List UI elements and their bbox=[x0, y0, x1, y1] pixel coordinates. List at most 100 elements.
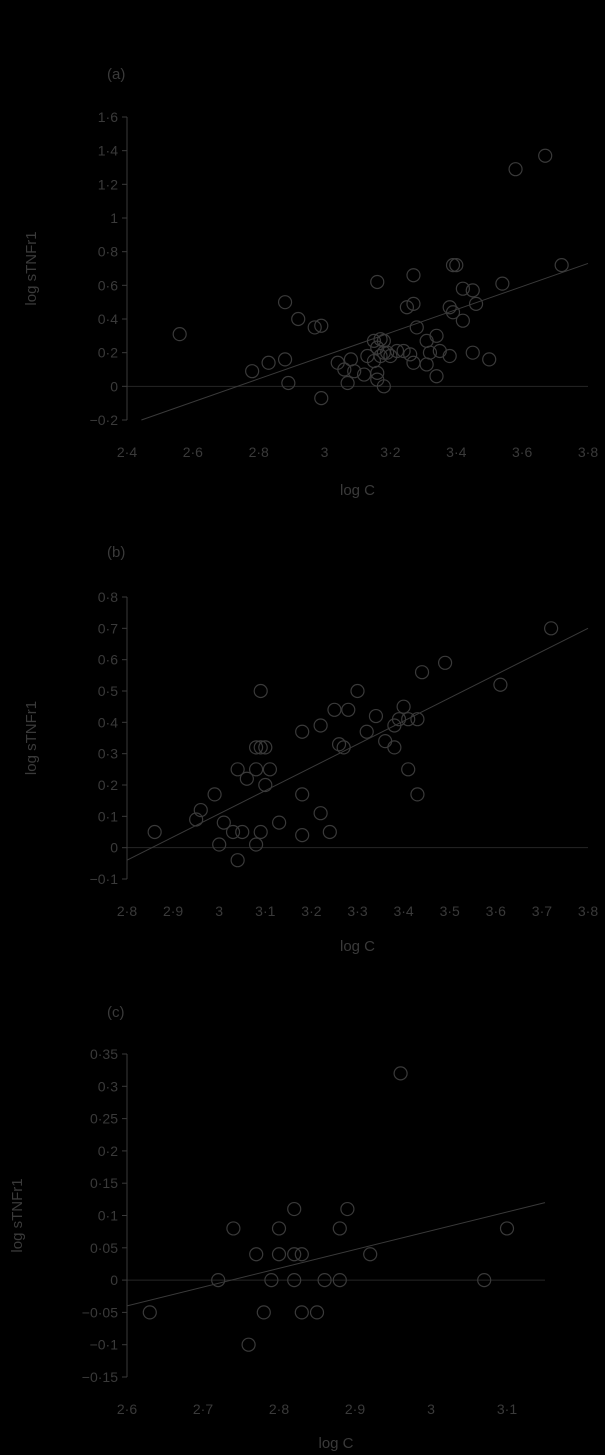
data-point bbox=[262, 762, 278, 777]
y-tick-label: 0 bbox=[110, 1272, 118, 1288]
x-tick-label: 2·9 bbox=[345, 1401, 365, 1417]
data-point bbox=[437, 655, 453, 670]
data-point bbox=[449, 258, 464, 273]
data-point bbox=[336, 740, 351, 755]
data-point bbox=[295, 724, 310, 739]
panel-label: (a) bbox=[107, 66, 125, 83]
data-point bbox=[241, 1337, 256, 1352]
scatter-panel-0: (a) −0·2 0 0·2 0·4 0·6 0·8 1 1·2 1·4 1·6 2·4 2·6 2·8 3… bbox=[23, 66, 598, 499]
y-tick-label: −0·1 bbox=[90, 871, 119, 887]
scatter-panel-2: (c) −0·15 −0·1 −0·05 0 0·05 0·1 0·15 0·2 0·25 0·3 0… bbox=[9, 1004, 546, 1452]
data-point bbox=[271, 1221, 287, 1236]
x-tick-label: 3·6 bbox=[486, 903, 506, 919]
y-axis-title: log sTNFr1 bbox=[23, 231, 40, 305]
regression-line bbox=[126, 627, 589, 861]
data-point bbox=[389, 343, 405, 359]
data-point bbox=[554, 258, 569, 273]
data-point bbox=[313, 806, 328, 821]
y-tick-label: 0·2 bbox=[98, 345, 118, 361]
data-point bbox=[508, 162, 523, 177]
data-point bbox=[403, 347, 418, 362]
data-point bbox=[226, 1221, 241, 1236]
data-point bbox=[272, 815, 287, 830]
data-point bbox=[380, 345, 395, 360]
y-tick-label: 0·8 bbox=[98, 244, 118, 260]
data-point bbox=[337, 362, 352, 377]
y-tick-label: 0·5 bbox=[98, 683, 118, 699]
x-tick-label: 3·1 bbox=[497, 1401, 517, 1417]
data-point bbox=[307, 320, 322, 335]
data-point bbox=[332, 1272, 347, 1288]
data-point bbox=[207, 787, 222, 802]
data-point bbox=[253, 683, 268, 699]
data-point bbox=[245, 364, 260, 379]
data-point bbox=[249, 1247, 264, 1262]
data-point bbox=[340, 1201, 355, 1217]
data-point bbox=[327, 702, 342, 717]
data-point bbox=[314, 318, 329, 333]
data-point bbox=[341, 702, 356, 717]
y-tick-label: 0 bbox=[110, 840, 118, 856]
data-point bbox=[359, 724, 374, 739]
data-point bbox=[378, 734, 393, 749]
data-point bbox=[406, 296, 421, 311]
data-point bbox=[295, 828, 310, 843]
data-point bbox=[230, 762, 245, 777]
x-tick-label: 3·2 bbox=[301, 903, 321, 919]
data-point bbox=[253, 824, 268, 840]
data-point bbox=[455, 281, 470, 296]
data-point bbox=[373, 332, 388, 347]
y-tick-label: 0·05 bbox=[90, 1240, 118, 1256]
data-point bbox=[538, 148, 553, 163]
data-point bbox=[258, 777, 273, 793]
y-axis-title: log sTNFr1 bbox=[9, 1178, 26, 1252]
data-point bbox=[317, 1272, 332, 1288]
data-point bbox=[253, 740, 268, 755]
data-point bbox=[343, 352, 359, 367]
data-point bbox=[465, 283, 480, 298]
data-point bbox=[419, 333, 434, 348]
y-tick-label: 0·1 bbox=[98, 808, 118, 824]
y-tick-label: 0·3 bbox=[98, 746, 118, 762]
data-point bbox=[366, 333, 382, 348]
data-point bbox=[235, 824, 250, 840]
x-tick-label: 3·8 bbox=[578, 903, 598, 919]
y-tick-label: 0·2 bbox=[98, 777, 118, 793]
data-point bbox=[419, 357, 434, 372]
x-tick-label: 2·8 bbox=[269, 1401, 289, 1417]
data-point bbox=[455, 313, 470, 328]
data-point bbox=[239, 771, 254, 786]
data-point bbox=[396, 699, 411, 714]
data-point bbox=[248, 762, 264, 777]
y-tick-label: 0·1 bbox=[98, 1208, 118, 1224]
x-tick-label: 2·6 bbox=[183, 444, 203, 460]
data-point bbox=[193, 802, 208, 818]
data-point bbox=[248, 740, 264, 755]
data-point bbox=[406, 268, 421, 283]
data-point bbox=[410, 712, 425, 727]
x-tick-label: 3·6 bbox=[512, 444, 532, 460]
data-point bbox=[370, 274, 385, 290]
data-point bbox=[287, 1272, 302, 1288]
x-tick-label: 2·9 bbox=[163, 903, 183, 919]
data-point bbox=[256, 1305, 271, 1320]
x-tick-label: 3·4 bbox=[446, 444, 466, 460]
data-point bbox=[287, 1201, 302, 1217]
data-point bbox=[291, 311, 306, 327]
data-point bbox=[264, 1272, 279, 1288]
data-point bbox=[172, 327, 187, 342]
data-point bbox=[445, 305, 461, 320]
y-tick-label: 0·3 bbox=[98, 1078, 118, 1094]
y-axis-title: log sTNFr1 bbox=[23, 701, 40, 775]
x-tick-label: 3·2 bbox=[380, 444, 400, 460]
x-tick-label: 3·5 bbox=[440, 903, 460, 919]
data-point bbox=[248, 837, 264, 852]
x-tick-label: 2·7 bbox=[193, 1401, 213, 1417]
y-tick-label: 1·2 bbox=[98, 176, 118, 192]
data-point bbox=[414, 665, 430, 680]
y-tick-label: 0·4 bbox=[98, 714, 118, 730]
data-point bbox=[368, 708, 384, 724]
data-point bbox=[409, 320, 424, 335]
x-tick-label: 3 bbox=[427, 1401, 435, 1417]
